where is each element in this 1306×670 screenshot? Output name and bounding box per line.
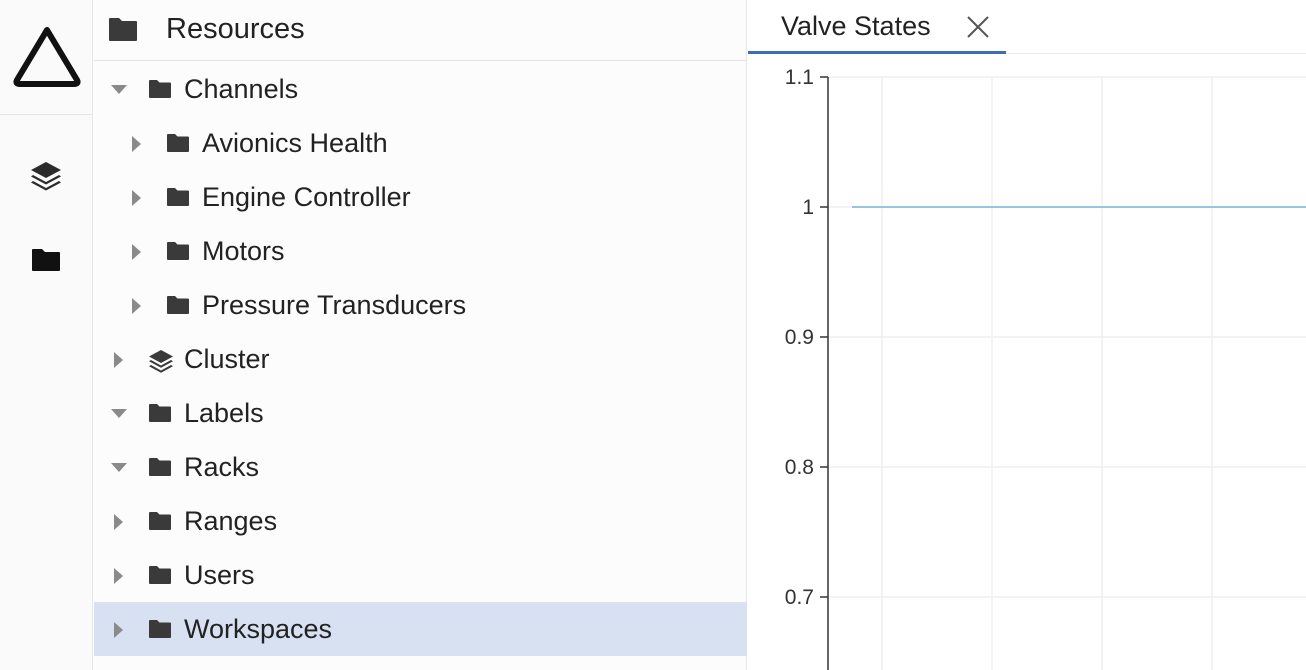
tree-item-ranges[interactable]: Ranges — [94, 494, 747, 548]
caret-down-icon[interactable] — [110, 459, 128, 477]
tab-label: Valve States — [781, 11, 931, 41]
tree-item-labels[interactable]: Labels — [94, 386, 747, 440]
caret-down-icon[interactable] — [110, 405, 128, 423]
folder-icon — [167, 242, 189, 260]
tree-item-label: Motors — [202, 236, 285, 266]
tree-item-pressure-transducers[interactable]: Pressure Transducers — [94, 278, 747, 332]
tree-item-label: Channels — [184, 74, 299, 104]
tree-item-motors[interactable]: Motors — [94, 224, 747, 278]
y-tick-label: 1 — [802, 196, 814, 219]
tree-item-workspaces[interactable]: Workspaces — [94, 602, 747, 656]
tree-item-label: Labels — [184, 398, 264, 428]
tab-close-button[interactable] — [963, 12, 993, 42]
caret-right-icon[interactable] — [110, 513, 128, 531]
y-tick-label: 0.8 — [785, 456, 814, 479]
caret-right-icon[interactable] — [128, 189, 146, 207]
folder-icon — [32, 249, 60, 271]
folder-icon — [167, 188, 189, 206]
left-nav-rail — [0, 0, 93, 670]
tree-item-channels[interactable]: Channels — [94, 62, 747, 116]
caret-right-icon[interactable] — [110, 621, 128, 639]
line-plot[interactable]: 1.1 1 0.9 0.8 0.7 — [748, 55, 1306, 670]
tree-item-users[interactable]: Users — [94, 548, 747, 602]
resources-title: Resources — [166, 13, 305, 45]
folder-icon — [109, 18, 137, 41]
synnax-triangle-logo-icon — [12, 27, 81, 87]
layers-icon — [31, 162, 61, 191]
y-tick-label: 0.7 — [785, 586, 814, 609]
tab-bar: Valve States — [748, 0, 1306, 54]
folder-icon — [149, 458, 171, 476]
caret-right-icon[interactable] — [128, 135, 146, 153]
caret-right-icon[interactable] — [128, 297, 146, 315]
caret-right-icon[interactable] — [110, 567, 128, 585]
y-tick-label: 0.9 — [785, 326, 814, 349]
tree-item-label: Ranges — [184, 506, 278, 536]
resources-header: Resources — [94, 0, 747, 61]
tree-item-avionics-health[interactable]: Avionics Health — [94, 116, 747, 170]
tree-item-label: Avionics Health — [202, 128, 388, 158]
folder-icon — [149, 80, 171, 98]
caret-right-icon[interactable] — [110, 351, 128, 369]
folder-icon — [149, 404, 171, 422]
folder-icon — [149, 566, 171, 584]
tree-item-label: Pressure Transducers — [202, 290, 467, 320]
tree-item-engine-controller[interactable]: Engine Controller — [94, 170, 747, 224]
folder-icon — [167, 134, 189, 152]
layers-icon — [149, 350, 173, 373]
y-tick-label: 1.1 — [785, 66, 814, 89]
folder-icon — [167, 296, 189, 314]
cluster-nav-button[interactable] — [21, 151, 71, 201]
tree-item-racks[interactable]: Racks — [94, 440, 747, 494]
tree-item-cluster[interactable]: Cluster — [94, 332, 747, 386]
folder-icon — [149, 620, 171, 638]
resources-nav-button[interactable] — [21, 235, 71, 285]
tree-item-label: Racks — [184, 452, 260, 482]
caret-right-icon[interactable] — [128, 243, 146, 261]
caret-down-icon[interactable] — [110, 81, 128, 99]
folder-icon — [149, 512, 171, 530]
tab-valve-states[interactable]: Valve States — [748, 0, 1006, 54]
tree-item-label: Users — [184, 560, 255, 590]
line-plot-svg: 1.1 1 0.9 0.8 0.7 — [785, 66, 1306, 670]
tree-item-label: Cluster — [184, 344, 270, 374]
tree-item-label: Workspaces — [184, 614, 333, 644]
resources-panel: Resources Channels Avionics Health Engine … — [94, 0, 747, 670]
close-icon — [967, 16, 989, 38]
tree-item-label: Engine Controller — [202, 182, 411, 212]
logo[interactable] — [0, 0, 93, 115]
